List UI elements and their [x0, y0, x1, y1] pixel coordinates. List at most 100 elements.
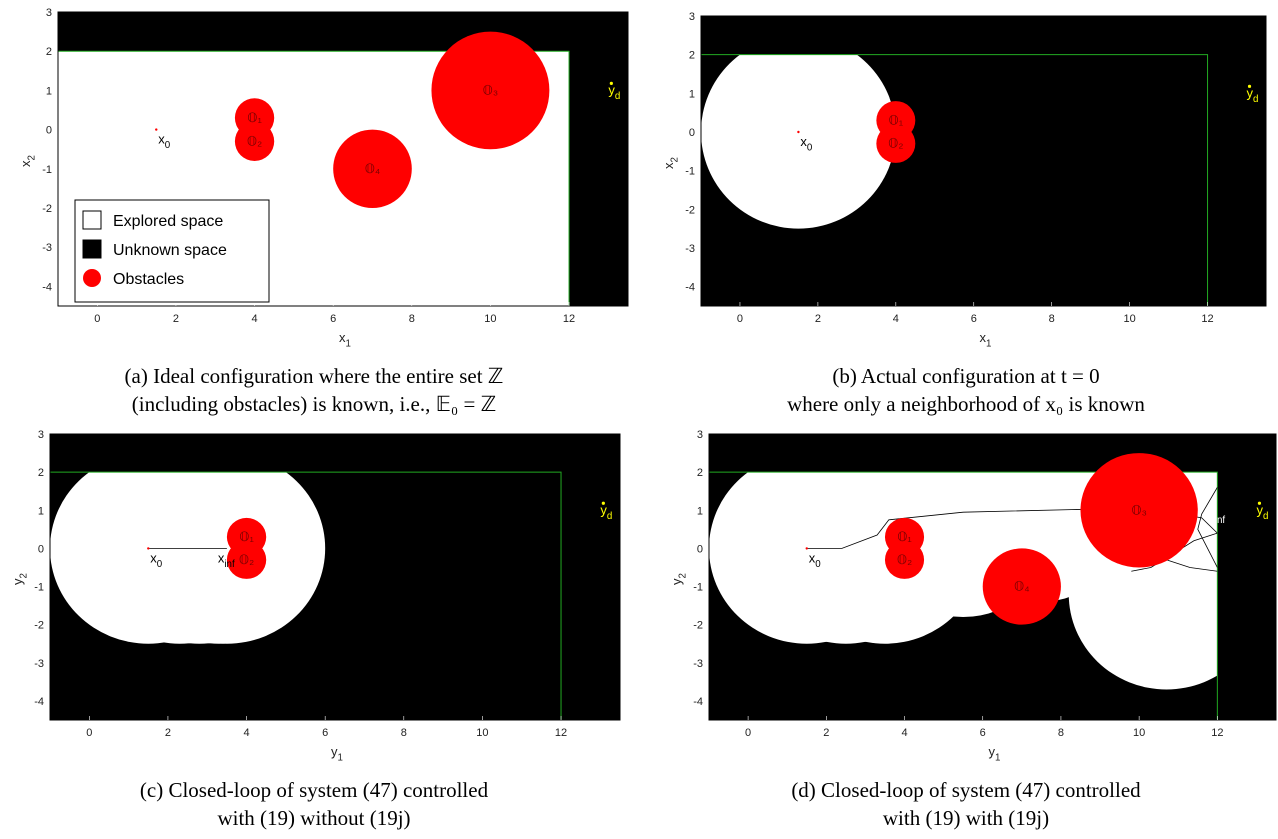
domain-boundary	[58, 50, 570, 306]
y-tick-label: -1	[693, 582, 703, 594]
outside-domain-top	[701, 16, 1266, 55]
y-tick-label: 3	[46, 7, 52, 19]
x-axis-label: x1	[339, 330, 351, 350]
plot-area: 𝕆₁ 𝕆₂ 𝕆₃ 𝕆₄ x0 yd	[58, 12, 628, 306]
y-tick-label: -4	[34, 696, 44, 708]
final-state-label: xinf	[1208, 507, 1225, 527]
caption-c-line2: with (19) without (19j)	[217, 806, 411, 830]
caption-c: (c) Closed-loop of system (47) controlle…	[4, 776, 624, 832]
x-axis-label: x1	[980, 330, 992, 350]
x-tick-label: 6	[330, 313, 336, 325]
legend-label: Explored space	[113, 213, 223, 230]
x-tick-label: 8	[1058, 727, 1064, 739]
x-tick-label: 2	[823, 727, 829, 739]
obstacle-circle	[333, 129, 412, 208]
start-marker	[805, 547, 808, 550]
y-tick-label: -4	[693, 696, 703, 708]
y-tick-label: 0	[46, 125, 52, 137]
obstacle-circle	[884, 540, 925, 579]
start-label: x0	[150, 550, 163, 570]
caption-a: (a) Ideal configuration where the entire…	[4, 362, 624, 418]
y-tick-label: 3	[697, 429, 703, 441]
goal-label: yd	[600, 502, 612, 522]
y-tick-label: 0	[697, 543, 703, 555]
legend-box	[74, 199, 270, 303]
x-tick-label: 0	[94, 313, 100, 325]
y-axis-label: y2	[669, 573, 689, 585]
axes-frame	[708, 433, 1277, 721]
obstacle-label: 𝕆₂	[239, 552, 254, 567]
x-tick-label: 2	[173, 313, 179, 325]
goal-marker	[1257, 501, 1262, 505]
legend-swatch-obstacles	[83, 269, 101, 287]
y-tick-label: 0	[38, 543, 44, 555]
x-tick-label: 8	[401, 727, 407, 739]
obstacle-label: 𝕆₂	[888, 136, 903, 151]
x-axis-label: y1	[989, 744, 1001, 764]
x-axis-label: y1	[331, 744, 343, 764]
x-tick-label: 12	[1201, 313, 1213, 325]
y-tick-label: 2	[38, 467, 44, 479]
obstacle-circle	[982, 548, 1061, 625]
trajectory-line	[1197, 487, 1218, 568]
obstacle-circle	[431, 31, 550, 150]
x-tick-label: 8	[409, 313, 415, 325]
final-state-label: xinf	[218, 550, 235, 570]
start-label: x0	[158, 132, 171, 152]
obstacle-circle	[1080, 453, 1198, 568]
caption-a-line2: (including obstacles) is known, i.e., 𝔼₀…	[131, 392, 497, 416]
outside-domain-right	[1207, 16, 1266, 306]
obstacle-circle	[226, 540, 267, 579]
axes-frame	[49, 433, 621, 721]
start-marker	[797, 130, 800, 134]
x-tick-label: 4	[243, 727, 249, 739]
legend-label: Obstacles	[113, 271, 184, 288]
y-tick-label: 0	[689, 127, 695, 139]
y-tick-label: -4	[42, 281, 52, 293]
y-tick-label: 1	[689, 88, 695, 100]
y-axis-label: y2	[10, 573, 30, 585]
y-tick-label: 3	[689, 11, 695, 23]
obstacle-label: 𝕆₄	[1014, 579, 1030, 594]
x-tick-label: 4	[251, 313, 257, 325]
x-tick-label: 10	[1123, 313, 1135, 325]
legend: Explored space Unknown space Obstacles	[74, 199, 270, 303]
x-tick-label: 10	[1133, 727, 1145, 739]
obstacle-label: 𝕆₂	[897, 552, 912, 567]
obstacle-label: 𝕆₃	[483, 82, 499, 97]
obstacle-label: 𝕆₂	[247, 133, 262, 148]
y-tick-label: -3	[34, 658, 44, 670]
start-label: x0	[800, 134, 813, 154]
x-tick-label: 0	[86, 727, 92, 739]
domain-boundary	[50, 471, 562, 720]
y-tick-label: -1	[685, 166, 695, 178]
plot-area: 𝕆₁ 𝕆₂ 𝕆₃ 𝕆₄ x0 xinf yd	[709, 434, 1276, 720]
outside-domain-top	[709, 434, 1276, 473]
axes-frame	[57, 11, 629, 307]
y-tick-label: -3	[42, 242, 52, 254]
x-tick-label: 10	[476, 727, 488, 739]
caption-d-line1: (d) Closed-loop of system (47) controlle…	[791, 778, 1141, 802]
start-marker	[155, 128, 158, 131]
legend-label: Unknown space	[113, 242, 227, 259]
caption-b-line1: (b) Actual configuration at t = 0	[832, 364, 1100, 388]
y-tick-label: 2	[689, 50, 695, 62]
y-tick-label: -2	[42, 203, 52, 215]
caption-b-line2: where only a neighborhood of x₀ is known	[787, 392, 1145, 416]
outside-domain-right	[561, 434, 620, 720]
goal-label: yd	[1256, 502, 1268, 522]
outside-domain-top	[50, 434, 620, 473]
obstacle-circle	[234, 121, 275, 161]
goal-label: yd	[1247, 85, 1259, 105]
obstacle-label: 𝕆₁	[239, 529, 254, 544]
y-tick-label: 1	[38, 505, 44, 517]
plot-area: 𝕆₁ 𝕆₂ x0 xinf yd	[50, 434, 620, 720]
caption-a-line1: (a) Ideal configuration where the entire…	[124, 364, 504, 388]
y-tick-label: 2	[46, 46, 52, 58]
x-tick-label: 0	[737, 313, 743, 325]
y-tick-label: -3	[693, 658, 703, 670]
